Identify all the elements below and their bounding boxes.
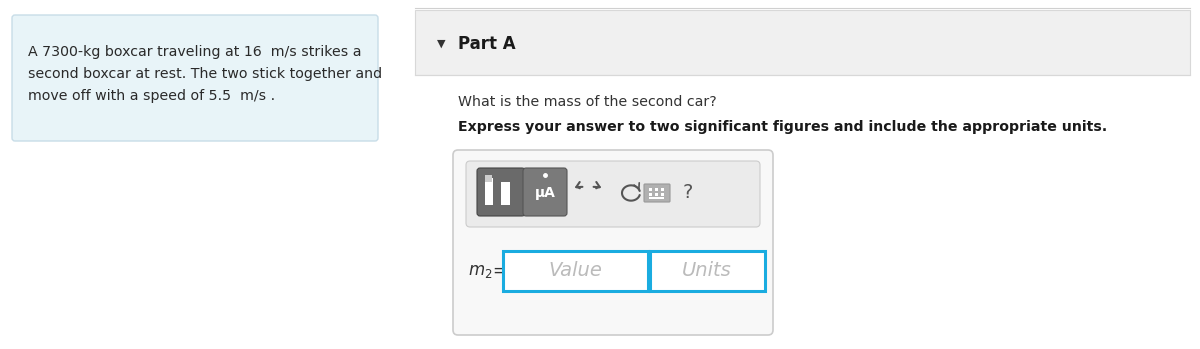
Bar — [485, 178, 493, 205]
Text: second boxcar at rest. The two stick together and: second boxcar at rest. The two stick tog… — [28, 67, 382, 81]
Text: What is the mass of the second car?: What is the mass of the second car? — [458, 95, 716, 109]
Bar — [661, 188, 664, 191]
Text: ▼: ▼ — [437, 39, 445, 49]
FancyBboxPatch shape — [12, 15, 378, 141]
Text: =: = — [492, 262, 506, 280]
Bar — [502, 182, 510, 205]
FancyBboxPatch shape — [454, 150, 773, 335]
Bar — [503, 251, 648, 291]
FancyBboxPatch shape — [466, 161, 760, 227]
Bar — [649, 197, 664, 199]
Text: Value: Value — [548, 261, 602, 281]
Text: ?: ? — [683, 184, 694, 202]
Text: μA: μA — [534, 186, 556, 200]
Bar — [649, 193, 652, 195]
FancyBboxPatch shape — [478, 168, 526, 216]
Text: move off with a speed of 5.5  m/s .: move off with a speed of 5.5 m/s . — [28, 89, 275, 103]
Bar — [494, 185, 500, 205]
Text: Units: Units — [682, 261, 732, 281]
Text: A 7300-kg boxcar traveling at 16  m/s strikes a: A 7300-kg boxcar traveling at 16 m/s str… — [28, 45, 361, 59]
Bar — [650, 251, 766, 291]
Bar — [649, 188, 652, 191]
Bar — [655, 193, 658, 195]
Text: $m_2$: $m_2$ — [468, 262, 492, 280]
Bar — [661, 193, 664, 195]
FancyBboxPatch shape — [644, 184, 670, 202]
Text: Part A: Part A — [458, 35, 516, 53]
Bar — [655, 188, 658, 191]
Text: Express your answer to two significant figures and include the appropriate units: Express your answer to two significant f… — [458, 120, 1108, 134]
FancyBboxPatch shape — [523, 168, 568, 216]
Bar — [485, 175, 492, 182]
Bar — [415, 10, 1190, 75]
